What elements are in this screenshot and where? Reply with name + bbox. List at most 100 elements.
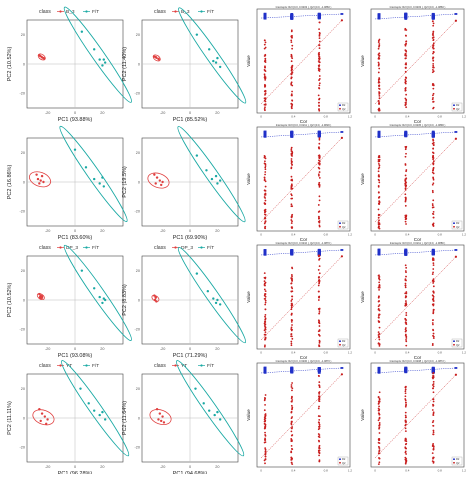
- y-tick-label: 20: [136, 387, 140, 391]
- r2-regression-line: [261, 249, 342, 256]
- q2-permutation-point: [264, 326, 267, 329]
- q2-permutation-point: [318, 254, 321, 257]
- q2-permutation-point: [290, 344, 293, 347]
- q2-point: [340, 136, 344, 139]
- legend-key-marker: [59, 364, 62, 367]
- q2-permutation-point: [432, 334, 434, 337]
- r2-permutation-point: [263, 132, 267, 134]
- q2-permutation-point: [290, 386, 293, 388]
- data-point: [210, 177, 214, 181]
- pca-panel: PC1 (69.90%) PC2 (19.5%) -20 0 20 20 0 -20: [122, 126, 246, 241]
- q2-permutation-point: [291, 408, 293, 411]
- q2-permutation-point: [291, 395, 293, 398]
- q2-permutation-point: [263, 108, 266, 110]
- q2-permutation-point: [318, 61, 321, 64]
- q2-permutation-point: [264, 160, 266, 163]
- q2-permutation-point: [432, 337, 435, 340]
- permutation-panel: Intercepts: R2=(0.0, 0.6203 ), Q2=(0.0, …: [360, 5, 466, 124]
- data-point: [42, 57, 46, 60]
- q2-permutation-point: [432, 295, 435, 298]
- q2-permutation-point: [290, 434, 293, 437]
- x-axis-label: PC1 (71.29%): [173, 353, 208, 359]
- q2-permutation-point: [405, 177, 408, 180]
- q2-permutation-point: [404, 174, 407, 177]
- q2-permutation-point: [263, 427, 266, 430]
- q2-permutation-point: [318, 156, 321, 159]
- panels: class B_3 F/T PC1 (93.88%) PC2 (10.52%) -20 0 2…: [7, 5, 466, 478]
- legend-q2-marker: [453, 225, 455, 228]
- legend-class-label: class: [154, 9, 166, 15]
- q2-permutation-point: [404, 279, 407, 282]
- q2-permutation-point: [405, 459, 408, 462]
- q2-permutation-point: [432, 312, 435, 315]
- data-point: [45, 422, 48, 426]
- q2-permutation-point: [404, 399, 407, 402]
- q2-permutation-point: [404, 450, 407, 453]
- data-point: [40, 412, 44, 415]
- q2-permutation-point: [264, 168, 267, 171]
- q2-permutation-point: [318, 375, 320, 378]
- q2-permutation-point: [432, 375, 435, 377]
- r2-permutation-point: [431, 17, 435, 20]
- y-axis-label: Value: [360, 409, 365, 421]
- legend-r2-label: R2: [342, 103, 346, 107]
- q2-permutation-point: [318, 51, 321, 54]
- q2-permutation-point: [318, 310, 321, 313]
- q2-permutation-point: [432, 278, 435, 281]
- data-point: [101, 301, 104, 305]
- q2-permutation-point: [404, 200, 407, 203]
- q2-permutation-point: [290, 304, 293, 307]
- r2-permutation-point: [290, 131, 294, 134]
- x-tick-label: 0.4: [291, 115, 296, 119]
- q2-permutation-point: [318, 104, 320, 107]
- q2-permutation-point: [291, 94, 293, 97]
- q2-permutation-point: [432, 429, 435, 432]
- y-axis-label: PC2 (11.40%): [122, 47, 128, 81]
- legend-r2-marker: [453, 222, 455, 224]
- q2-permutation-point: [264, 403, 266, 406]
- r2-permutation-point: [263, 367, 267, 370]
- data-point: [153, 173, 156, 176]
- panel-title: Intercepts: R2=(0.0, 0.6211 ), Q2=(0.0, …: [276, 123, 332, 127]
- legend-q2-marker: [339, 461, 341, 464]
- r2-point: [263, 253, 267, 255]
- r2-point: [340, 131, 344, 133]
- q2-permutation-point: [317, 204, 320, 206]
- legend-box: [337, 102, 349, 112]
- q2-permutation-point: [291, 47, 294, 50]
- data-point: [218, 179, 222, 182]
- r2-point: [290, 134, 294, 137]
- data-point: [214, 301, 218, 305]
- q2-permutation-point: [291, 440, 293, 442]
- q2-permutation-point: [378, 44, 381, 47]
- legend-r2-label: R2: [456, 103, 460, 107]
- q2-permutation-point: [378, 93, 381, 95]
- q2-permutation-point: [405, 77, 408, 79]
- q2-permutation-point: [377, 47, 380, 50]
- q2-permutation-point: [290, 438, 293, 440]
- q2-permutation-point: [377, 64, 380, 67]
- q2-permutation-point: [291, 163, 294, 166]
- q2-permutation-point: [318, 75, 321, 77]
- x-tick-label: -20: [160, 465, 166, 469]
- q2-permutation-point: [404, 182, 407, 185]
- q2-permutation-point: [264, 208, 267, 211]
- x-tick-label: 0: [74, 465, 76, 469]
- q2-permutation-point: [290, 35, 293, 38]
- q2-permutation-point: [432, 64, 435, 67]
- q2-point: [404, 66, 407, 69]
- legend-r2-label: R2: [342, 457, 346, 461]
- q2-permutation-point: [405, 57, 407, 59]
- q2-permutation-point: [404, 193, 407, 196]
- x-axis-label: Cor: [300, 119, 308, 124]
- q2-permutation-point: [377, 191, 380, 194]
- q2-permutation-point: [404, 70, 407, 73]
- q2-permutation-point: [290, 423, 293, 426]
- legend-box: [451, 456, 463, 466]
- y-tick-label: -20: [135, 210, 141, 214]
- q2-permutation-point: [318, 185, 321, 188]
- q2-permutation-point: [405, 93, 408, 96]
- q2-permutation-point: [404, 443, 407, 446]
- q2-permutation-point: [405, 453, 408, 455]
- q2-permutation-point: [377, 208, 380, 211]
